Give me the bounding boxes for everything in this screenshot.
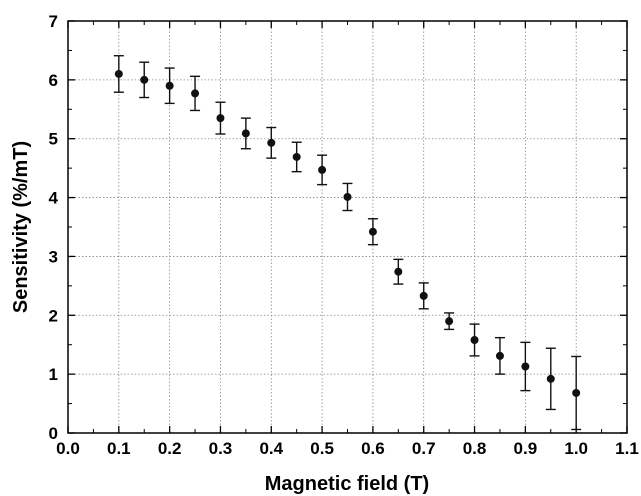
data-point — [495, 351, 504, 360]
y-tick-label: 7 — [49, 12, 58, 31]
data-point — [572, 388, 581, 397]
x-tick-label: 0.7 — [412, 439, 436, 458]
y-tick-label: 3 — [49, 247, 58, 266]
x-tick-label: 0.2 — [158, 439, 182, 458]
x-axis-tick-labels: 0.0 0.1 0.2 0.3 0.4 0.5 0.6 0.7 0.8 0.9 1.0 1.1 — [56, 439, 639, 458]
y-tick-label: 1 — [49, 365, 58, 384]
grid-lines — [68, 21, 627, 433]
x-tick-label: 0.5 — [310, 439, 334, 458]
data-point — [241, 129, 250, 138]
data-point — [140, 75, 149, 84]
error-bars — [113, 55, 582, 431]
x-axis-title: Magnetic field (T) — [265, 473, 429, 495]
data-points — [114, 69, 581, 397]
y-tick-label: 5 — [49, 130, 58, 149]
data-point — [318, 165, 327, 174]
data-point — [165, 81, 174, 90]
data-point — [191, 89, 200, 98]
data-point — [343, 192, 352, 201]
y-tick-label: 0 — [49, 424, 58, 443]
x-tick-label: 0.1 — [107, 439, 131, 458]
y-axis-tick-labels: 0 1 2 3 4 5 6 7 — [49, 12, 59, 443]
data-point — [394, 267, 403, 276]
plot-frame — [67, 20, 628, 434]
x-tick-label: 0.3 — [209, 439, 233, 458]
axis-ticks — [67, 20, 628, 434]
x-tick-label: 0.8 — [463, 439, 487, 458]
x-tick-label: 0.9 — [514, 439, 538, 458]
data-point — [368, 227, 377, 236]
data-point — [470, 336, 479, 345]
x-tick-label: 0.4 — [259, 439, 283, 458]
x-tick-label: 1.1 — [615, 439, 639, 458]
data-point — [292, 152, 301, 161]
data-point — [267, 138, 276, 147]
data-point — [216, 114, 225, 123]
data-point — [546, 374, 555, 383]
y-axis-title: Sensitivity (%/mT) — [10, 141, 32, 313]
data-point — [445, 317, 454, 326]
data-point — [521, 362, 530, 371]
y-tick-label: 6 — [49, 71, 58, 90]
x-tick-label: 0.6 — [361, 439, 385, 458]
y-tick-label: 4 — [49, 189, 59, 208]
data-point — [419, 291, 428, 300]
x-tick-label: 0.0 — [56, 439, 80, 458]
data-point — [114, 69, 123, 78]
x-tick-label: 1.0 — [564, 439, 588, 458]
y-tick-label: 2 — [49, 306, 58, 325]
